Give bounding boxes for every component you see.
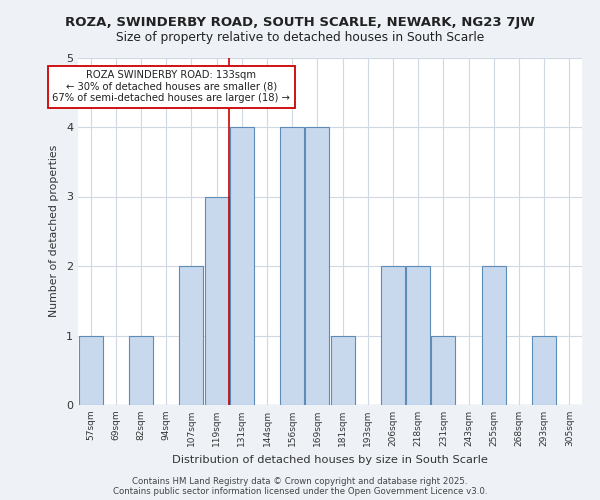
Bar xyxy=(129,336,153,405)
Bar xyxy=(230,127,254,405)
Bar xyxy=(79,336,103,405)
Bar xyxy=(482,266,506,405)
Text: Size of property relative to detached houses in South Scarle: Size of property relative to detached ho… xyxy=(116,31,484,44)
Bar xyxy=(305,127,329,405)
Bar xyxy=(532,336,556,405)
Bar xyxy=(205,196,229,405)
Text: ROZA SWINDERBY ROAD: 133sqm
← 30% of detached houses are smaller (8)
67% of semi: ROZA SWINDERBY ROAD: 133sqm ← 30% of det… xyxy=(52,70,290,103)
X-axis label: Distribution of detached houses by size in South Scarle: Distribution of detached houses by size … xyxy=(172,454,488,464)
Bar xyxy=(331,336,355,405)
Bar xyxy=(280,127,304,405)
Text: Contains HM Land Registry data © Crown copyright and database right 2025.
Contai: Contains HM Land Registry data © Crown c… xyxy=(113,476,487,496)
Bar xyxy=(179,266,203,405)
Bar xyxy=(431,336,455,405)
Bar xyxy=(406,266,430,405)
Y-axis label: Number of detached properties: Number of detached properties xyxy=(49,145,59,318)
Text: ROZA, SWINDERBY ROAD, SOUTH SCARLE, NEWARK, NG23 7JW: ROZA, SWINDERBY ROAD, SOUTH SCARLE, NEWA… xyxy=(65,16,535,29)
Bar xyxy=(381,266,405,405)
